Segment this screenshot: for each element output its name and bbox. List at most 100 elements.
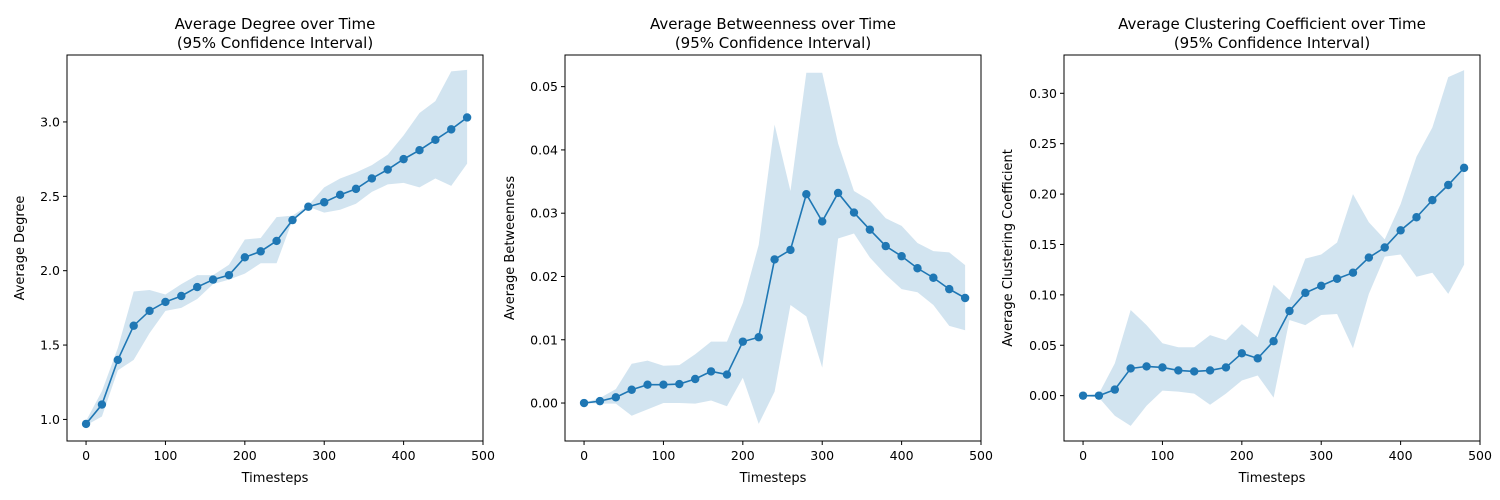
y-tick-label: 0.02 bbox=[530, 269, 558, 284]
data-point bbox=[849, 208, 859, 217]
x-tick-label: 200 bbox=[233, 448, 257, 463]
data-point bbox=[304, 202, 313, 211]
confidence-band bbox=[86, 69, 468, 426]
data-point bbox=[929, 273, 938, 282]
data-point bbox=[897, 252, 906, 261]
data-point bbox=[1126, 364, 1135, 373]
y-tick-label: 3.0 bbox=[40, 114, 60, 129]
data-point bbox=[1094, 391, 1104, 400]
data-point bbox=[288, 215, 297, 225]
data-point bbox=[193, 282, 202, 292]
data-point bbox=[272, 236, 281, 246]
data-point bbox=[579, 398, 589, 408]
data-point bbox=[1174, 366, 1183, 375]
y-tick-label: 0.05 bbox=[1029, 338, 1057, 353]
data-point bbox=[177, 291, 186, 301]
y-tick-label: 0.15 bbox=[1029, 237, 1057, 252]
panel-average-betweenness: Average Betweenness over Time(95% Confid… bbox=[503, 15, 993, 486]
plot-frame bbox=[564, 54, 982, 442]
data-point bbox=[1332, 274, 1342, 283]
data-point bbox=[431, 135, 440, 144]
y-tick-label: 2.5 bbox=[40, 189, 60, 204]
data-point bbox=[145, 306, 154, 316]
data-point bbox=[802, 190, 811, 199]
data-point bbox=[945, 284, 954, 294]
data-point bbox=[81, 419, 91, 429]
panel-average-degree: Average Degree over Time(95% Confidence … bbox=[13, 15, 495, 486]
chart-title: Average Betweenness over Time bbox=[650, 15, 896, 33]
data-point bbox=[691, 374, 700, 384]
y-tick-label: 0.01 bbox=[530, 332, 558, 347]
data-point bbox=[865, 225, 875, 234]
y-tick-label: 0.04 bbox=[530, 142, 558, 157]
data-point bbox=[960, 293, 970, 303]
x-tick-label: 200 bbox=[731, 448, 755, 463]
data-point bbox=[1396, 226, 1405, 235]
data-point bbox=[351, 184, 361, 194]
chart-title: Average Degree over Time bbox=[175, 15, 376, 33]
data-point bbox=[113, 355, 123, 365]
x-tick-label: 200 bbox=[1230, 448, 1254, 463]
y-axis-label: Average Clustering Coefficient bbox=[1001, 149, 1016, 347]
y-tick-label: 0.10 bbox=[1029, 287, 1057, 302]
x-tick-label: 500 bbox=[969, 448, 993, 463]
x-axis-label: Timesteps bbox=[241, 471, 309, 486]
data-point bbox=[224, 270, 234, 280]
data-point bbox=[786, 245, 795, 255]
data-point bbox=[1317, 281, 1326, 290]
data-point bbox=[818, 217, 827, 226]
data-point bbox=[367, 174, 377, 183]
chart-subtitle: (95% Confidence Interval) bbox=[1174, 34, 1370, 52]
plot-frame bbox=[66, 54, 484, 442]
data-point bbox=[595, 396, 605, 406]
x-tick-label: 300 bbox=[312, 448, 336, 463]
plot-frame bbox=[1063, 54, 1481, 442]
x-tick-label: 0 bbox=[1079, 448, 1087, 463]
data-point bbox=[320, 198, 329, 207]
data-point bbox=[1459, 163, 1469, 173]
x-tick-label: 300 bbox=[1309, 448, 1333, 463]
y-tick-label: 2.0 bbox=[40, 263, 60, 278]
data-point bbox=[1253, 354, 1262, 363]
data-point bbox=[1380, 243, 1389, 252]
y-tick-label: 0.00 bbox=[1029, 388, 1057, 403]
data-point bbox=[1158, 363, 1167, 372]
data-point bbox=[383, 165, 392, 174]
data-point bbox=[675, 379, 684, 389]
data-point bbox=[1444, 180, 1453, 190]
x-tick-label: 400 bbox=[1389, 448, 1413, 463]
data-point bbox=[1237, 349, 1247, 358]
y-tick-label: 0.20 bbox=[1029, 187, 1057, 202]
x-tick-label: 500 bbox=[1468, 448, 1492, 463]
y-tick-label: 1.5 bbox=[40, 338, 60, 353]
y-axis-label: Average Betweenness bbox=[503, 176, 518, 320]
data-point bbox=[1110, 385, 1120, 394]
x-tick-label: 100 bbox=[154, 448, 178, 463]
x-tick-label: 400 bbox=[890, 448, 914, 463]
data-point bbox=[208, 275, 218, 284]
data-point bbox=[161, 297, 170, 307]
x-axis-label: Timesteps bbox=[739, 471, 807, 486]
data-point bbox=[1301, 288, 1310, 298]
data-point bbox=[399, 154, 408, 164]
data-point bbox=[129, 321, 138, 330]
data-point bbox=[1428, 195, 1437, 205]
data-point bbox=[754, 333, 763, 342]
data-point bbox=[659, 380, 668, 389]
data-point bbox=[643, 380, 652, 389]
x-tick-label: 100 bbox=[652, 448, 676, 463]
panel-average-clustering-coefficient: Average Clustering Coefficient over Time… bbox=[1001, 15, 1492, 486]
data-point bbox=[1412, 213, 1421, 222]
data-point bbox=[722, 370, 732, 379]
data-point bbox=[770, 255, 779, 264]
data-point bbox=[1190, 367, 1199, 376]
y-tick-label: 0.00 bbox=[530, 396, 558, 411]
x-tick-label: 400 bbox=[392, 448, 416, 463]
data-point bbox=[706, 367, 716, 376]
data-point bbox=[240, 253, 250, 262]
data-point bbox=[335, 190, 345, 200]
y-tick-label: 0.03 bbox=[530, 206, 558, 221]
data-point bbox=[833, 188, 843, 198]
data-point bbox=[97, 400, 107, 409]
